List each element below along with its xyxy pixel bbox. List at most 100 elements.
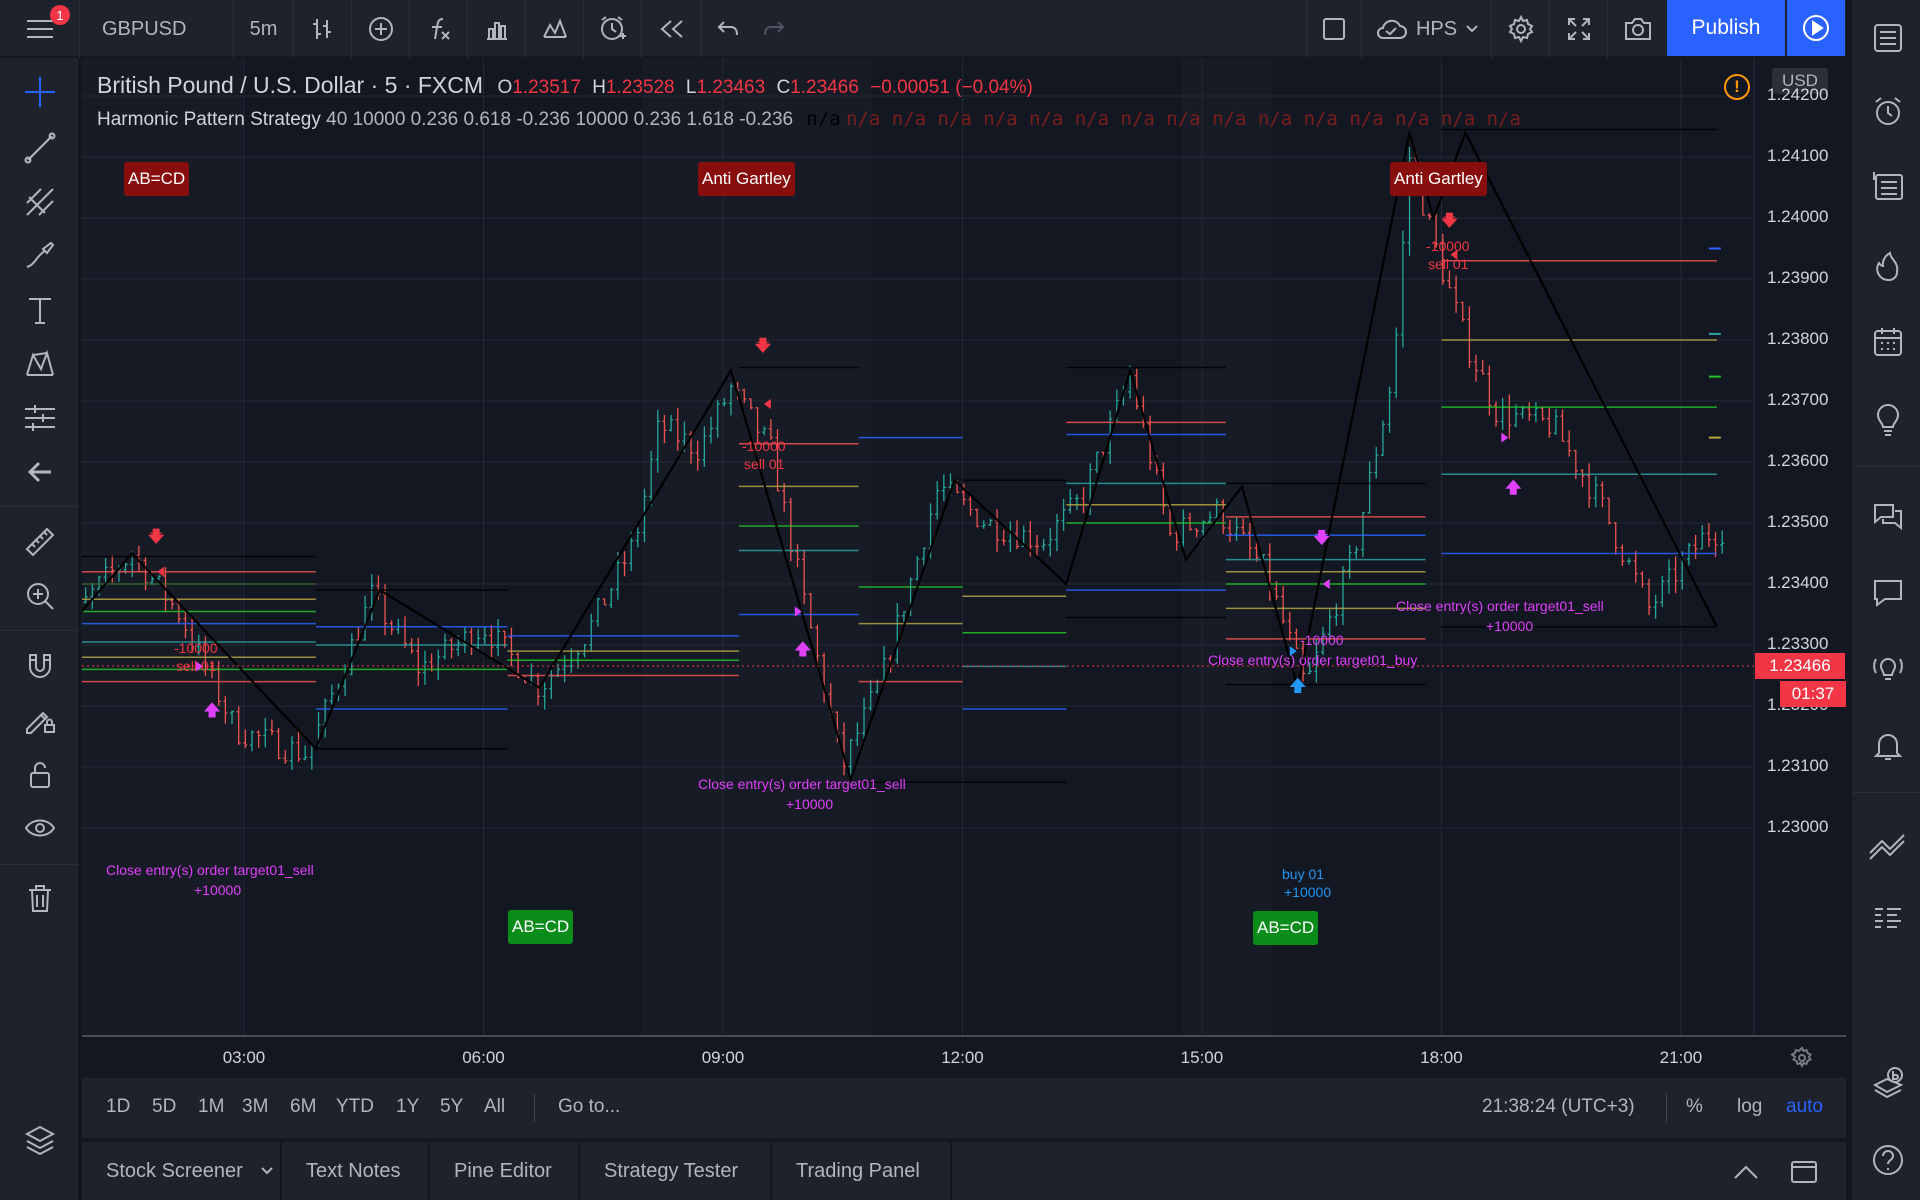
percent-scale-toggle[interactable]: % — [1686, 1096, 1703, 1117]
maximize-panel-button[interactable] — [1788, 1156, 1820, 1188]
templates-button[interactable] — [526, 0, 584, 58]
auto-scale-toggle[interactable]: auto — [1786, 1096, 1823, 1117]
dom-button[interactable] — [1868, 898, 1908, 938]
calendar-button[interactable] — [1868, 322, 1908, 362]
goto-date-button[interactable]: Go to... — [558, 1096, 621, 1117]
save-layout-button[interactable]: HPS — [1362, 0, 1492, 58]
legend-exchange: FXCM — [417, 72, 484, 98]
publish-button[interactable]: Publish — [1667, 0, 1785, 56]
hide-drawings-tool[interactable] — [20, 808, 60, 848]
help-button[interactable] — [1868, 1140, 1908, 1180]
menu-button[interactable]: 1 — [0, 0, 80, 58]
messages-button[interactable] — [1868, 572, 1908, 612]
close-label: C — [776, 77, 791, 98]
time-label: 21:00 — [1659, 1048, 1703, 1067]
change-value: −0.00051 (−0.04%) — [870, 77, 1033, 98]
currency-label[interactable]: USD — [1772, 68, 1828, 94]
ideas-button[interactable] — [1868, 400, 1908, 440]
measure-tool[interactable] — [20, 522, 60, 562]
range-button-5y[interactable]: 5Y — [440, 1096, 464, 1117]
chats-button[interactable] — [1868, 496, 1908, 536]
hotlists-button[interactable] — [1868, 246, 1908, 286]
settings-button[interactable] — [1492, 0, 1550, 58]
zoom-tool[interactable] — [20, 576, 60, 616]
range-button-6m[interactable]: 6M — [290, 1096, 317, 1117]
entry-triangle — [1450, 249, 1458, 260]
data-window-button[interactable] — [1868, 166, 1908, 206]
remove-drawings-tool[interactable] — [20, 878, 60, 918]
collapse-panel-button[interactable] — [1730, 1156, 1762, 1188]
prediction-tool[interactable] — [20, 398, 60, 438]
alerts-button[interactable] — [1868, 92, 1908, 132]
brush-tool[interactable] — [20, 236, 60, 276]
snapshot-button[interactable] — [1608, 0, 1667, 58]
tab-trading-panel[interactable]: Trading Panel — [772, 1142, 952, 1200]
range-button-5d[interactable]: 5D — [152, 1096, 177, 1117]
hamburger-icon — [26, 20, 53, 38]
replay-button[interactable] — [642, 0, 702, 58]
undo-button[interactable] — [704, 0, 752, 58]
chart-pane[interactable]: British Pound / U.S. Dollar · 5 · FXCM O… — [82, 58, 1846, 1074]
close-value: 1.23466 — [790, 77, 859, 98]
legend-dot: · — [370, 72, 385, 98]
text-tool[interactable] — [20, 290, 60, 330]
pattern-tool[interactable] — [20, 344, 60, 384]
fullscreen-button[interactable] — [1550, 0, 1608, 58]
layout-select-button[interactable] — [1306, 0, 1362, 58]
symbol-search-button[interactable]: GBPUSD — [82, 0, 234, 58]
clock-label[interactable]: 21:38:24 (UTC+3) — [1482, 1096, 1635, 1117]
redo-icon — [764, 21, 785, 36]
bell-icon — [1873, 734, 1903, 760]
tab-text-notes[interactable]: Text Notes — [282, 1142, 430, 1200]
widget-bar — [1850, 0, 1920, 1200]
range-button-1m[interactable]: 1M — [198, 1096, 225, 1117]
range-button-1y[interactable]: 1Y — [396, 1096, 420, 1117]
crypto-button[interactable] — [1868, 1062, 1908, 1102]
range-button-all[interactable]: All — [484, 1096, 506, 1117]
compare-button[interactable] — [352, 0, 410, 58]
financials-button[interactable] — [468, 0, 526, 58]
range-button-1d[interactable]: 1D — [106, 1096, 131, 1117]
close-order-qty: +10000 — [194, 882, 242, 898]
zoom-in-icon — [27, 583, 54, 610]
object-tree-tool[interactable] — [20, 1120, 60, 1160]
chart-type-button[interactable] — [294, 0, 352, 58]
data-problem-icon[interactable]: ! — [1724, 74, 1750, 100]
top-toolbar: 1 GBPUSD 5m HPS — [0, 0, 1846, 58]
back-tool[interactable] — [20, 452, 60, 492]
price-label: 1.24200 — [1767, 85, 1829, 104]
indicators-button[interactable] — [410, 0, 468, 58]
close-order-text: Close entry(s) order target01_sell — [698, 776, 906, 792]
fib-tool[interactable] — [20, 182, 60, 222]
trendline-tool[interactable] — [20, 128, 60, 168]
trendline-icon — [24, 132, 56, 164]
indicator-name: Harmonic Pattern Strategy — [97, 109, 321, 130]
crosshair-tool[interactable] — [20, 72, 60, 112]
calendar-icon — [1874, 328, 1902, 356]
magnet-tool[interactable] — [20, 646, 60, 686]
stay-drawing-tool[interactable] — [20, 700, 60, 740]
entry-triangle — [763, 399, 771, 410]
pitchfork-icon — [26, 188, 54, 216]
streams-button[interactable] — [1868, 648, 1908, 688]
tab-strategy-tester[interactable]: Strategy Tester — [580, 1142, 772, 1200]
tab-pine-editor[interactable]: Pine Editor — [430, 1142, 580, 1200]
axis-settings-button[interactable] — [1788, 1044, 1816, 1072]
range-button-3m[interactable]: 3M — [242, 1096, 269, 1117]
alert-button[interactable] — [584, 0, 642, 58]
indicator-legend[interactable]: Harmonic Pattern Strategy 40 10000 0.236… — [97, 108, 1521, 131]
publish-video-button[interactable] — [1787, 0, 1845, 56]
watchlist-button[interactable] — [1868, 18, 1908, 58]
price-chart[interactable] — [82, 58, 1846, 1074]
symbol-legend[interactable]: British Pound / U.S. Dollar · 5 · FXCM O… — [97, 72, 1033, 99]
log-scale-toggle[interactable]: log — [1737, 1096, 1763, 1117]
price-label: 1.24100 — [1767, 146, 1829, 165]
trading-button[interactable] — [1868, 824, 1908, 864]
notifications-button[interactable] — [1868, 726, 1908, 766]
range-button-ytd[interactable]: YTD — [336, 1096, 374, 1117]
unlock-icon — [30, 762, 50, 788]
tab-stock-screener[interactable]: Stock Screener — [82, 1142, 282, 1200]
lock-drawings-tool[interactable] — [20, 754, 60, 794]
interval-button[interactable]: 5m — [234, 0, 294, 58]
redo-button[interactable] — [752, 0, 796, 58]
